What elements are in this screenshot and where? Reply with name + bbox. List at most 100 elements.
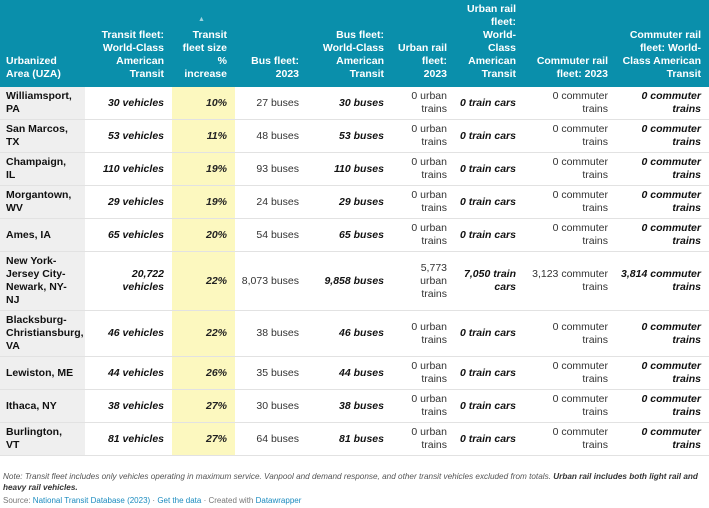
table-cell: 0 commuter trains: [524, 87, 616, 120]
table-cell: 0 urban trains: [392, 356, 455, 390]
column-header[interactable]: Bus fleet: World-Class American Transit: [307, 0, 392, 87]
column-header-label: Commuter rail fleet: 2023: [536, 55, 608, 80]
table-cell: 48 buses: [235, 119, 307, 153]
table-cell: 27%: [172, 422, 235, 456]
table-cell: 38 vehicles: [85, 389, 172, 423]
table-cell: 110 buses: [307, 152, 392, 186]
table-cell: 0 train cars: [455, 356, 524, 390]
row-header-cell: Williamsport, PA: [0, 87, 85, 120]
table-cell: 0 commuter trains: [616, 218, 709, 252]
table-cell: 0 train cars: [455, 185, 524, 219]
table-row: Morgantown, WV 29 vehicles 19% 24 buses 29 b…: [0, 185, 709, 219]
column-header-label: Bus fleet: 2023: [251, 55, 299, 80]
column-header[interactable]: ▲ Transit fleet size % increase: [172, 0, 235, 87]
table-row: San Marcos, TX 53 vehicles 11% 48 buses 53 b…: [0, 119, 709, 153]
row-header-cell: Morgantown, WV: [0, 185, 85, 219]
column-header[interactable]: Commuter rail fleet: World-Class America…: [616, 0, 709, 87]
column-header-label: Transit fleet: World-Class American Tran…: [101, 29, 164, 80]
table-cell: 3,814 commuter trains: [616, 251, 709, 311]
table-row: Blacksburg-Christiansburg, VA 46 vehicles…: [0, 310, 709, 357]
table-cell: 0 commuter trains: [616, 389, 709, 423]
row-header-cell: Burlington, VT: [0, 422, 85, 456]
table-cell: 11%: [172, 119, 235, 153]
sort-ascending-icon[interactable]: ▲: [198, 16, 205, 23]
table-row: Ames, IA 65 vehicles 20% 54 buses 65 buses 0 …: [0, 218, 709, 252]
table-cell: 0 urban trains: [392, 87, 455, 120]
column-header-label: Commuter rail fleet: World-Class America…: [622, 29, 701, 80]
table-cell: 8,073 buses: [235, 251, 307, 311]
table-cell: 0 urban trains: [392, 185, 455, 219]
table-cell: 19%: [172, 152, 235, 186]
table-cell: 0 train cars: [455, 310, 524, 357]
table-row: Lewiston, ME 44 vehicles 26% 35 buses 44 bus…: [0, 356, 709, 390]
column-header-label: Urbanized Area (UZA): [6, 55, 61, 80]
table-cell: 46 buses: [307, 310, 392, 357]
table-cell: 0 urban trains: [392, 389, 455, 423]
table-cell: 3,123 commuter trains: [524, 251, 616, 311]
row-header-cell: Ames, IA: [0, 218, 85, 252]
column-header-label: Transit fleet size % increase: [182, 29, 227, 80]
table-cell: 54 buses: [235, 218, 307, 252]
note-text: Note: Transit fleet includes only vehicl…: [3, 472, 554, 481]
table-cell: 110 vehicles: [85, 152, 172, 186]
transit-fleet-table: Urbanized Area (UZA) Transit fleet: World…: [0, 0, 709, 456]
table-cell: 10%: [172, 87, 235, 120]
table-cell: 0 commuter trains: [616, 119, 709, 153]
table-cell: 30 buses: [235, 389, 307, 423]
table-cell: 44 vehicles: [85, 356, 172, 390]
row-header-cell: New York-Jersey City-Newark, NY-NJ: [0, 251, 85, 311]
table-cell: 27 buses: [235, 87, 307, 120]
get-data-link[interactable]: Get the data: [157, 496, 202, 505]
table-cell: 7,050 train cars: [455, 251, 524, 311]
table-cell: 0 commuter trains: [524, 310, 616, 357]
table-cell: 46 vehicles: [85, 310, 172, 357]
table-cell: 0 commuter trains: [524, 185, 616, 219]
table-row: Burlington, VT 81 vehicles 27% 64 buses 81 b…: [0, 422, 709, 456]
table-cell: 81 vehicles: [85, 422, 172, 456]
column-header[interactable]: Urbanized Area (UZA): [0, 0, 85, 87]
table-cell: 30 vehicles: [85, 87, 172, 120]
column-header-label: Bus fleet: World-Class American Transit: [322, 29, 384, 80]
header-row: Urbanized Area (UZA) Transit fleet: World…: [0, 0, 709, 87]
source-line: Source: National Transit Database (2023)…: [0, 493, 709, 508]
source-link[interactable]: National Transit Database (2023): [32, 496, 151, 505]
column-header[interactable]: Urban rail fleet: World-Class American T…: [455, 0, 524, 87]
table-row: Champaign, IL 110 vehicles 19% 93 buses 110 …: [0, 152, 709, 186]
table-cell: 20,722 vehicles: [85, 251, 172, 311]
datawrapper-link[interactable]: Datawrapper: [255, 496, 302, 505]
table-cell: 19%: [172, 185, 235, 219]
table-cell: 0 train cars: [455, 152, 524, 186]
row-header-cell: Champaign, IL: [0, 152, 85, 186]
column-header[interactable]: Urban rail fleet: 2023: [392, 0, 455, 87]
table-cell: 0 commuter trains: [524, 152, 616, 186]
table-cell: 20%: [172, 218, 235, 252]
table-cell: 53 vehicles: [85, 119, 172, 153]
table-cell: 65 buses: [307, 218, 392, 252]
table-cell: 0 commuter trains: [524, 389, 616, 423]
column-header-label: Urban rail fleet: World-Class American T…: [466, 3, 516, 80]
column-header[interactable]: Commuter rail fleet: 2023: [524, 0, 616, 87]
table-cell: 0 urban trains: [392, 152, 455, 186]
column-header[interactable]: Transit fleet: World-Class American Tran…: [85, 0, 172, 87]
table-cell: 0 train cars: [455, 389, 524, 423]
table-cell: 0 commuter trains: [616, 185, 709, 219]
table-cell: 27%: [172, 389, 235, 423]
table-cell: 22%: [172, 251, 235, 311]
table-cell: 24 buses: [235, 185, 307, 219]
table-cell: 0 train cars: [455, 422, 524, 456]
table-cell: 93 buses: [235, 152, 307, 186]
table-cell: 0 commuter trains: [524, 119, 616, 153]
table-cell: 0 commuter trains: [524, 422, 616, 456]
column-header[interactable]: Bus fleet: 2023: [235, 0, 307, 87]
table-cell: 0 train cars: [455, 218, 524, 252]
table-cell: 22%: [172, 310, 235, 357]
table-cell: 64 buses: [235, 422, 307, 456]
table-cell: 53 buses: [307, 119, 392, 153]
table-cell: 0 commuter trains: [616, 87, 709, 120]
table-cell: 0 urban trains: [392, 218, 455, 252]
table-cell: 0 commuter trains: [616, 422, 709, 456]
table-cell: 0 urban trains: [392, 310, 455, 357]
row-header-cell: Lewiston, ME: [0, 356, 85, 390]
table-cell: 38 buses: [307, 389, 392, 423]
separator: ·: [150, 496, 158, 505]
